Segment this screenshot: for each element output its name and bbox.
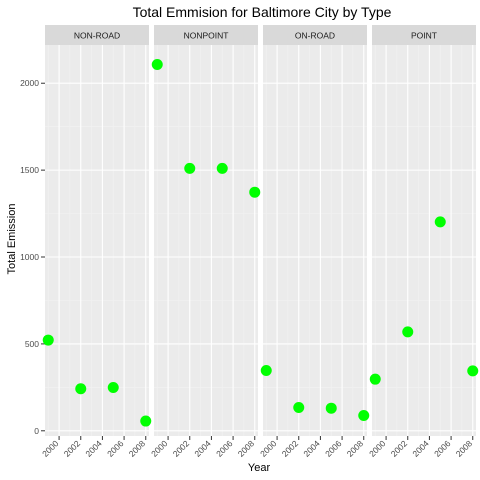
x-tick-label: 2004 — [301, 438, 322, 459]
y-tick-label: 0 — [34, 426, 39, 436]
facet-on-road: ON-ROAD 2000 2002 2004 2006 2008 — [258, 25, 370, 459]
x-tick-label: 2004 — [192, 438, 213, 459]
facet-strip-label: POINT — [411, 31, 437, 41]
x-tick-label: 2002 — [389, 438, 410, 459]
data-point — [75, 383, 87, 395]
data-point — [325, 402, 337, 414]
panel-background — [372, 45, 476, 436]
y-tick-label: 1500 — [20, 165, 39, 175]
y-tick-label: 500 — [25, 339, 39, 349]
data-point — [260, 364, 272, 376]
facet-point: POINT 2000 2002 2004 2006 2008 — [367, 25, 479, 459]
y-axis-title: Total Emission — [6, 204, 18, 275]
data-point — [434, 216, 446, 228]
data-point — [358, 409, 370, 421]
x-tick-label: 2000 — [40, 438, 61, 459]
data-point — [151, 58, 163, 70]
x-tick-label: 2008 — [236, 438, 257, 459]
x-tick-label: 2000 — [367, 438, 388, 459]
data-point — [42, 334, 54, 346]
facet-strip-label: ON-ROAD — [295, 31, 335, 41]
y-tick-label: 2000 — [20, 78, 39, 88]
x-tick-label: 2008 — [345, 438, 366, 459]
facet-strip-label: NONPOINT — [184, 31, 229, 41]
data-point — [293, 402, 305, 414]
data-point — [216, 162, 228, 174]
data-point — [402, 326, 414, 338]
x-tick-label: 2002 — [280, 438, 301, 459]
facet-strip — [263, 25, 367, 45]
panel-background — [263, 45, 367, 436]
data-point — [184, 162, 196, 174]
facet-non-road: NON-ROAD 2000 2002 2004 2006 2008 — [40, 25, 152, 459]
facet-strip — [154, 25, 258, 45]
data-point — [467, 365, 479, 377]
x-tick-label: 2004 — [410, 438, 431, 459]
facet-strip-label: NON-ROAD — [74, 31, 120, 41]
x-tick-label: 2002 — [62, 438, 83, 459]
y-tick-label: 1000 — [20, 252, 39, 262]
data-point — [249, 186, 261, 198]
x-tick-label: 2008 — [454, 438, 475, 459]
x-tick-label: 2006 — [214, 438, 235, 459]
x-tick-label: 2004 — [83, 438, 104, 459]
panel-background — [45, 45, 149, 436]
facet-strip — [372, 25, 476, 45]
x-tick-label: 2000 — [258, 438, 279, 459]
x-tick-label: 2006 — [432, 438, 453, 459]
data-point — [369, 373, 381, 385]
x-tick-label: 2008 — [127, 438, 148, 459]
chart-title: Total Emmision for Baltimore City by Typ… — [133, 4, 392, 20]
y-axis: 0 500 1000 1500 2000 — [20, 78, 45, 436]
panel-background — [154, 45, 258, 436]
data-point — [107, 382, 119, 394]
data-point — [140, 415, 152, 427]
facet-nonpoint: NONPOINT 2000 2002 2004 2006 2008 — [149, 25, 261, 459]
x-axis-title: Year — [248, 462, 271, 474]
x-tick-label: 2000 — [149, 438, 170, 459]
x-tick-label: 2006 — [105, 438, 126, 459]
facet-strip — [45, 25, 149, 45]
x-tick-label: 2002 — [171, 438, 192, 459]
x-tick-label: 2006 — [323, 438, 344, 459]
